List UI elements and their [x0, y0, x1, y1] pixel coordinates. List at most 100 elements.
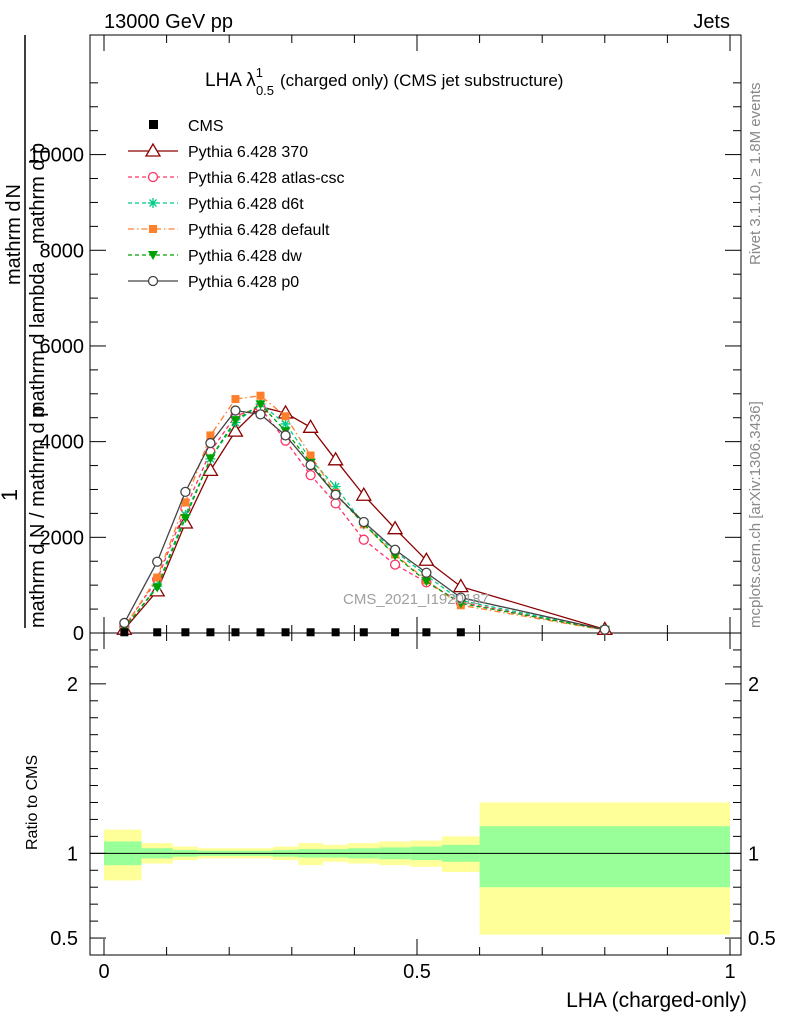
ratio-stat-band-13 [479, 826, 730, 888]
series-3-point-6 [281, 412, 290, 421]
legend-label-6: Pythia 6.428 p0 [188, 274, 299, 291]
series-4-point-1 [152, 583, 163, 593]
y-label-denominator: mathrm d N / mathrm d p [27, 406, 49, 628]
legend-marker-3 [148, 198, 158, 208]
legend-swatch-0 [149, 120, 158, 129]
legend-entry-1: Pythia 6.428 370 [128, 142, 308, 161]
legend-label-2: Pythia 6.428 atlas-csc [188, 170, 345, 187]
series-1-point-8 [330, 498, 341, 509]
main-axis-ticks: 0 2000 4000 6000 8000 10000 [28, 35, 741, 645]
process-label: Jets [693, 11, 730, 33]
analysis-watermark: CMS_2021_I1920187 [343, 591, 489, 608]
cms-point-0 [120, 628, 129, 637]
legend-entry-2: Pythia 6.428 atlas-csc [128, 170, 345, 187]
series-4-point-4 [230, 416, 241, 426]
series-5-point-7 [305, 459, 316, 471]
legend-marker-1 [144, 142, 162, 157]
y-label-numerator: mathrm d lambda [27, 262, 49, 418]
ratio-plot-frame [89, 632, 742, 956]
series-line-2 [123, 403, 605, 631]
series-5-point-4 [230, 405, 241, 416]
cms-point-3 [206, 628, 215, 637]
series-2-point-8 [330, 481, 341, 492]
series-4-point-11 [421, 577, 432, 587]
series-5 [119, 405, 610, 635]
energy-label: 13000 GeV pp [104, 11, 233, 33]
series-3-point-7 [306, 451, 315, 460]
ratio-ytick-label-0: 0.5 [50, 928, 78, 950]
series-layer [116, 391, 613, 636]
series-4-point-3 [205, 454, 216, 464]
ratio-ytick-label-right-1: 1 [748, 843, 759, 865]
series-1-point-7 [305, 469, 316, 481]
y-label-one: 1 [0, 489, 22, 501]
cms-point-9 [359, 628, 368, 637]
legend-entry-6: Pythia 6.428 p0 [128, 274, 299, 291]
main-y-axis-label: 1 mathrm d N / mathrm d p mathrm d lambd… [0, 35, 49, 628]
ratio-xtick-label-0: 0 [98, 961, 109, 983]
series-3-point-2 [181, 498, 190, 507]
legend-label-5: Pythia 6.428 dw [188, 248, 302, 265]
series-5-point-6 [280, 430, 291, 441]
series-3-point-5 [256, 391, 265, 400]
main-ytick-label-1: 2000 [40, 527, 85, 549]
legend-marker-6 [147, 275, 159, 287]
cms-point-11 [422, 628, 431, 637]
series-5-point-13 [599, 624, 610, 635]
rivet-version-label: Rivet 3.1.10, ≥ 1.8M events [747, 83, 764, 266]
series-0-point-9 [355, 486, 372, 501]
main-ytick-label-4: 8000 [40, 240, 85, 262]
legend-label-4: Pythia 6.428 default [188, 222, 330, 239]
series-5-point-2 [180, 486, 191, 498]
y-label-dpt: mathrm d p [27, 143, 49, 244]
series-2-point-6 [280, 418, 291, 429]
cms-point-1 [153, 628, 162, 637]
legend-entry-5: Pythia 6.428 dw [128, 248, 302, 265]
series-line-4 [123, 403, 605, 631]
series-0-point-7 [302, 418, 319, 433]
legend: CMS Pythia 6.428 370 Pythia 6.428 atlas-cs… [128, 118, 345, 291]
mcplots-label: mcplots.cern.ch [arXiv:1306.3436] [747, 401, 764, 628]
series-5-point-11 [421, 567, 432, 578]
cms-point-6 [281, 628, 290, 637]
cms-point-10 [391, 628, 400, 637]
ratio-y-axis-label: Ratio to CMS [24, 755, 41, 850]
cms-point-12 [456, 628, 465, 637]
cms-point-2 [181, 628, 190, 637]
legend-marker-2 [147, 171, 159, 183]
legend-marker-5 [148, 251, 158, 260]
series-4-point-5 [255, 400, 266, 410]
main-ytick-label-2: 4000 [40, 432, 85, 454]
ratio-ytick-label-2: 2 [67, 674, 78, 696]
main-ytick-label-5: 10000 [28, 145, 84, 167]
series-0-point-12 [452, 578, 469, 593]
series-0-point-8 [327, 451, 344, 466]
ratio-ytick-label-right-2: 2 [748, 674, 759, 696]
legend-entry-4: Pythia 6.428 default [128, 222, 330, 239]
series-0-point-10 [386, 520, 404, 535]
ratio-axis-ticks: 0.5 0.5 1 1 2 2 0 0.5 1 [50, 633, 776, 983]
series-line-5 [123, 409, 605, 631]
series-0-point-11 [418, 551, 435, 566]
cms-point-7 [306, 628, 315, 637]
y-label-top: mathrm dN [3, 184, 25, 285]
series-3-point-4 [231, 395, 240, 404]
series-5-point-12 [455, 592, 466, 603]
series-0-point-3 [202, 462, 219, 476]
main-ytick-label-0: 0 [73, 623, 84, 645]
series-5-point-1 [152, 556, 163, 567]
ratio-ytick-label-1: 1 [67, 843, 78, 865]
series-4-point-2 [180, 514, 191, 524]
ratio-error-bands [104, 802, 730, 935]
legend-label-3: Pythia 6.428 d6t [188, 196, 304, 213]
cms-point-8 [331, 628, 340, 637]
series-1-point-9 [358, 534, 369, 545]
series-5-point-5 [255, 409, 266, 420]
legend-entry-3: Pythia 6.428 d6t [128, 196, 304, 213]
legend-label-0: CMS [188, 118, 224, 135]
series-0-point-4 [227, 422, 244, 437]
series-3-point-3 [206, 431, 215, 440]
series-1-point-10 [389, 559, 401, 570]
main-ytick-label-3: 6000 [40, 336, 85, 358]
